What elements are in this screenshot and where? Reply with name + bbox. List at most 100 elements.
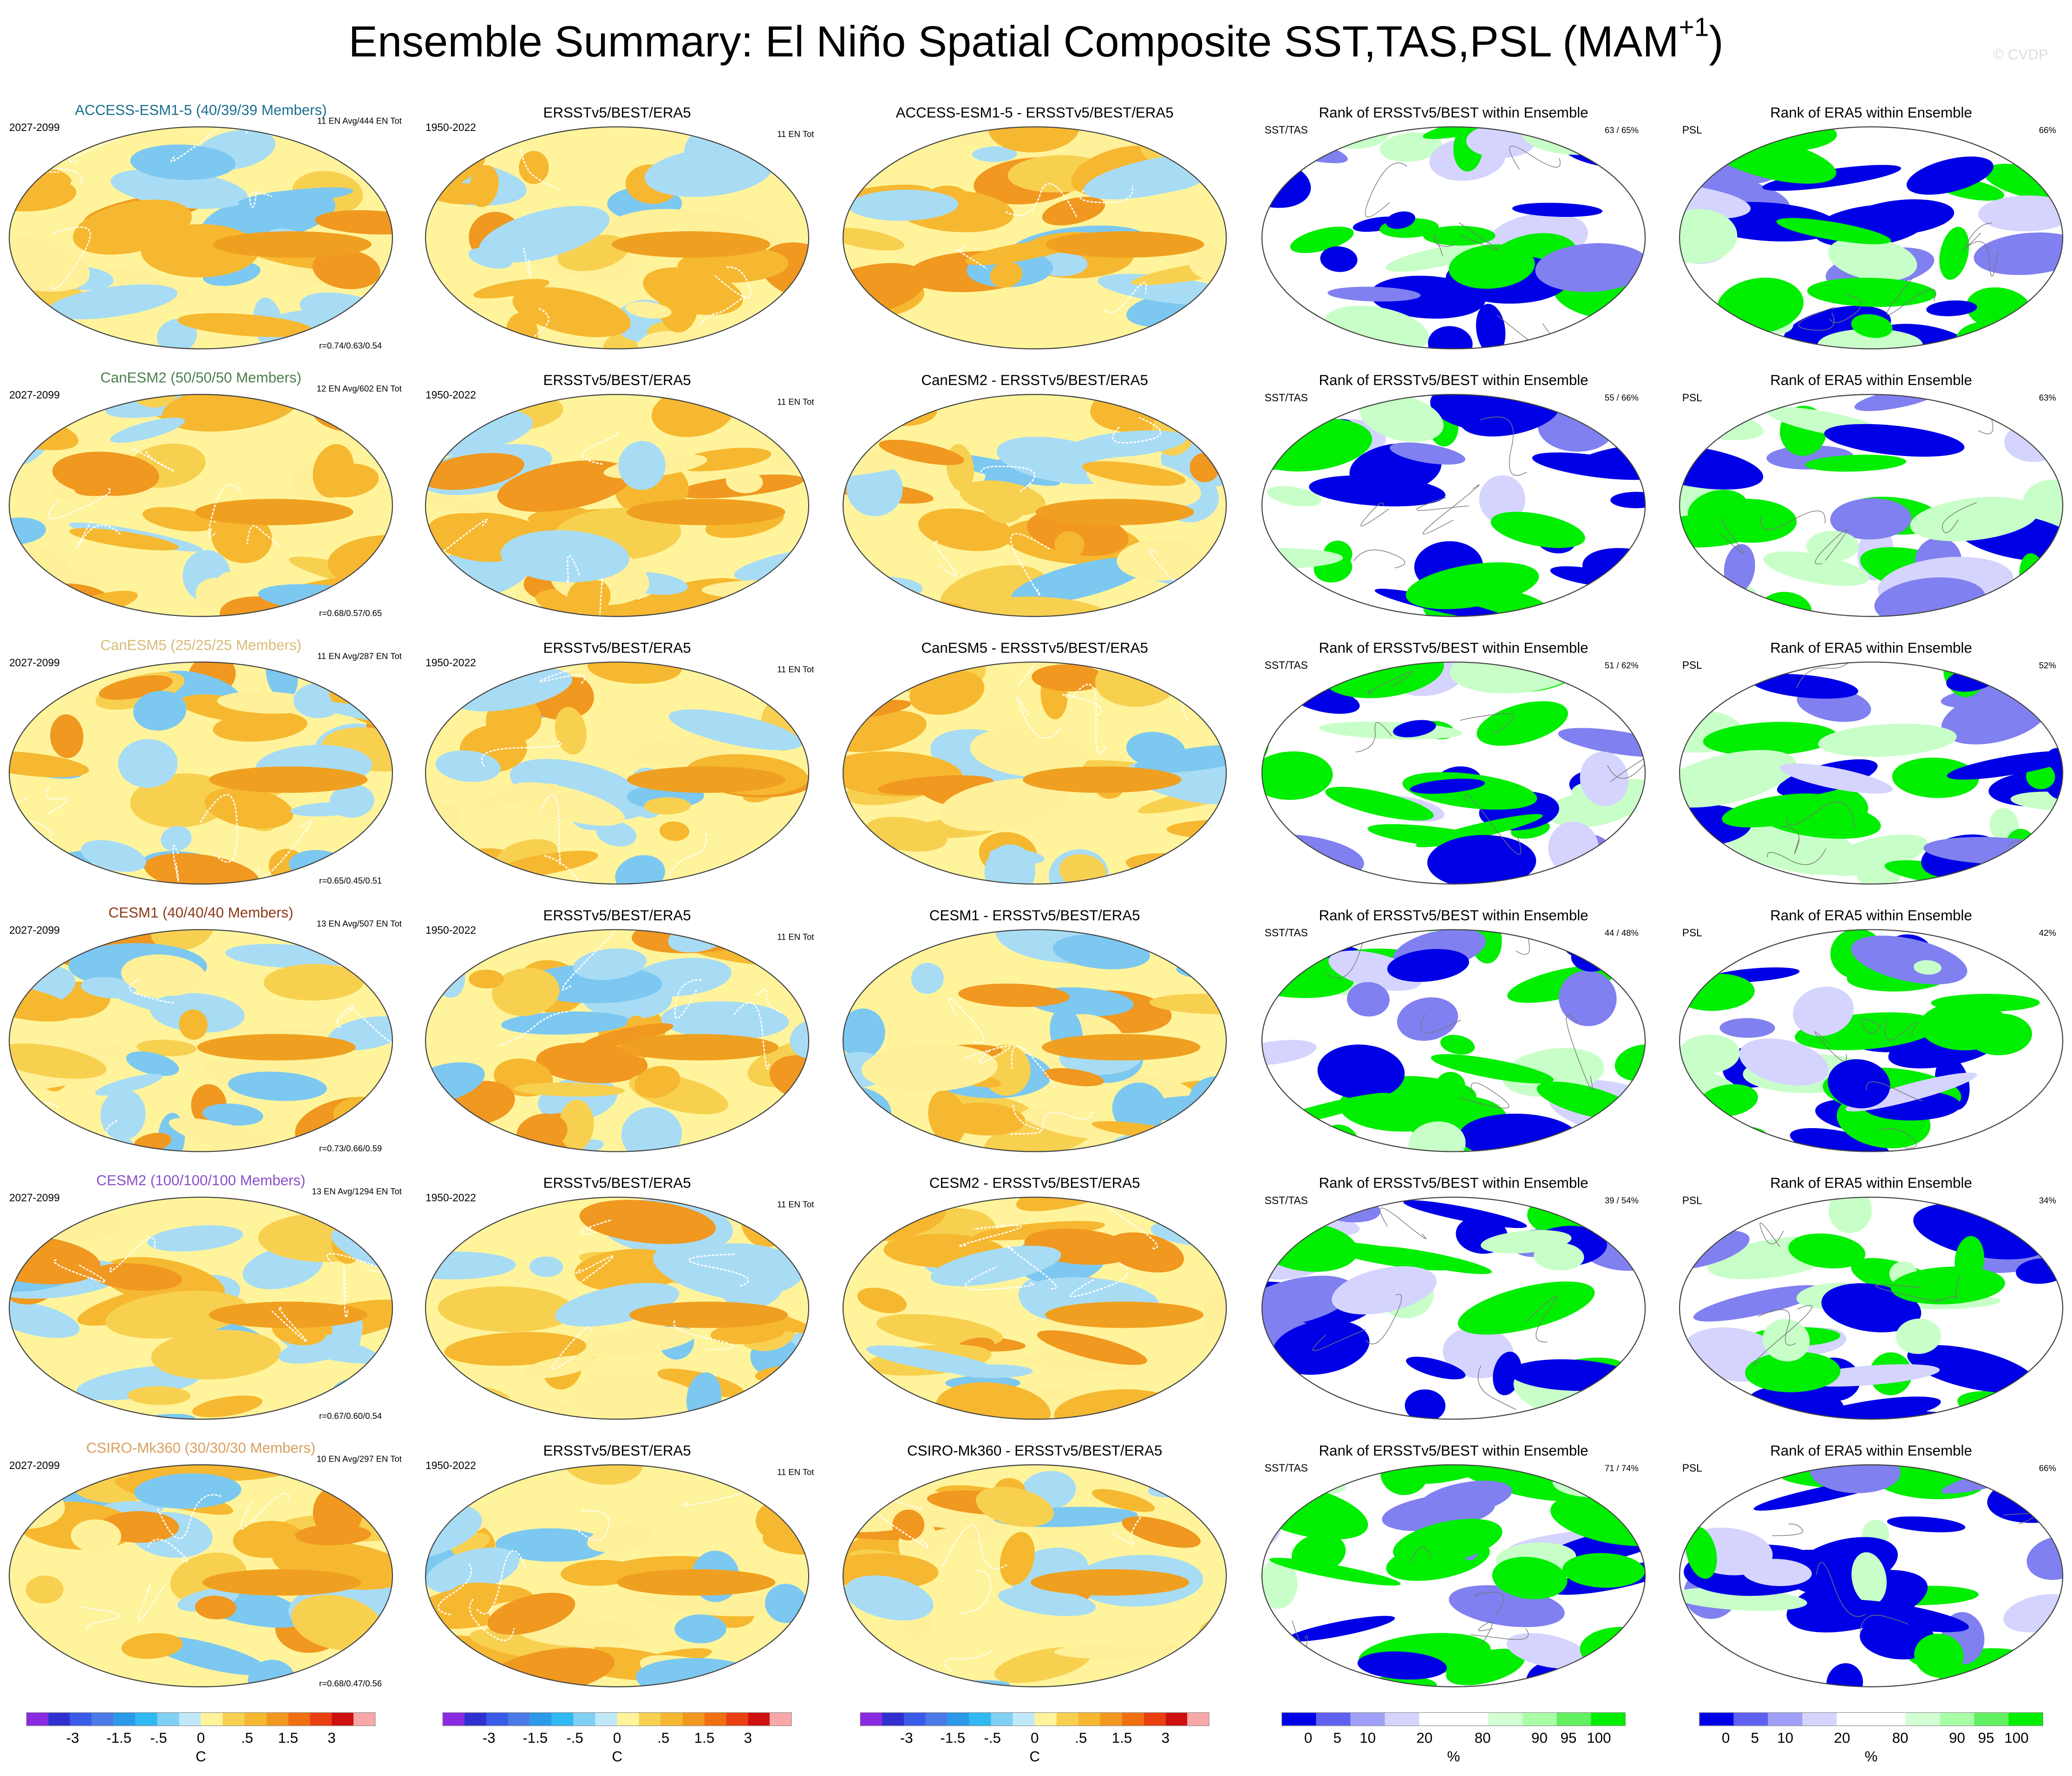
- map-patch: [1397, 997, 1458, 1041]
- coastline: [1460, 713, 1514, 735]
- map-patch: [846, 461, 903, 516]
- map-field: [425, 662, 809, 884]
- colorbar-tick-label: 3: [327, 1730, 335, 1746]
- coastline: [200, 794, 238, 863]
- pattern-correlation: r=0.74/0.63/0.54: [319, 340, 382, 350]
- colorbar-box: [1556, 1712, 1591, 1726]
- psl-percent: 63%: [2039, 393, 2056, 403]
- map: [425, 661, 810, 885]
- colorbar-box: [1768, 1712, 1803, 1726]
- rank-label: SST/TAS: [1265, 124, 1308, 136]
- map-patch: [1427, 835, 1536, 884]
- coastline: [498, 1011, 568, 1047]
- obs-period: 1950-2022: [425, 656, 476, 668]
- map-field: [1680, 127, 2063, 349]
- map-patch: [1680, 750, 1797, 808]
- colorbar-box: [726, 1712, 748, 1726]
- map-patch: [790, 1020, 809, 1059]
- map-patch: [1410, 778, 1485, 794]
- map-patch: [1188, 247, 1227, 283]
- member-counts: 11 EN Avg/287 EN Tot: [317, 651, 402, 661]
- map-border: [1679, 126, 2064, 350]
- coastline: [944, 1650, 993, 1672]
- map-patch: [519, 150, 549, 184]
- map-patch: [892, 1509, 925, 1541]
- map-patch: [965, 240, 1069, 265]
- coastline: [1759, 1222, 1784, 1247]
- coastline: [566, 555, 581, 584]
- map-patch: [177, 313, 313, 337]
- title-sup: +1: [1679, 13, 1709, 42]
- coastline: [1356, 722, 1392, 752]
- map-patch: [998, 1587, 1096, 1616]
- map-patch: [1512, 202, 1603, 217]
- map-patch: [1423, 127, 1558, 139]
- map-patch: [561, 1560, 638, 1586]
- colorbar-tick-label: 95: [1978, 1730, 1994, 1746]
- map-patch: [1818, 724, 1957, 757]
- coastline: [1786, 801, 1855, 829]
- coastline: [1758, 1309, 1796, 1346]
- map-patch: [217, 691, 318, 714]
- psl-title: Rank of ERA5 within Ensemble: [1770, 907, 1972, 923]
- rank-label: SST/TAS: [1265, 392, 1308, 404]
- map-patch: [1440, 1035, 1475, 1055]
- map-patch: [202, 1103, 263, 1126]
- rank-percent: 51 / 62%: [1605, 660, 1639, 670]
- colorbar-box: [551, 1712, 574, 1726]
- map-patch: [1847, 199, 1954, 235]
- colorbar-box: [222, 1712, 245, 1726]
- member-counts: 13 EN Avg/1294 EN Tot: [312, 1186, 402, 1196]
- coastline: [699, 295, 746, 326]
- obs-period: 1950-2022: [425, 1459, 476, 1471]
- coastline: [523, 247, 531, 277]
- coastline: [1011, 1045, 1055, 1089]
- map-border: [1679, 394, 2064, 617]
- colorbar-box: [332, 1712, 354, 1726]
- coastline: [942, 1524, 1007, 1569]
- coastline: [1379, 1208, 1426, 1239]
- map-patch: [1939, 227, 1969, 280]
- map-patch: [582, 1023, 673, 1048]
- coastline: [1416, 497, 1469, 511]
- map-patch: [1790, 1128, 1890, 1152]
- map-patch: [559, 1099, 594, 1150]
- map-patch: [569, 1374, 706, 1419]
- map-patch: [213, 711, 307, 742]
- map-patch: [1387, 949, 1469, 982]
- map-patch: [50, 714, 84, 758]
- colorbar-box: [682, 1712, 705, 1726]
- map-patch: [228, 1071, 327, 1101]
- colorbar-box: [443, 1712, 465, 1726]
- map-patch: [1686, 1526, 1717, 1579]
- coastline: [960, 1569, 992, 1614]
- coastline: [1753, 1305, 1812, 1365]
- map-patch: [1269, 1558, 1401, 1586]
- coastline: [1423, 484, 1480, 535]
- map-patch: [425, 453, 524, 490]
- map-patch: [844, 1575, 934, 1621]
- obs-count: 11 EN Tot: [777, 397, 814, 406]
- map-patch: [1390, 442, 1465, 465]
- colorbar-box: [882, 1712, 904, 1726]
- map-border: [1679, 1196, 2064, 1420]
- colorbar-tick-label: 0: [1722, 1730, 1730, 1746]
- map-patch: [1851, 1552, 1887, 1605]
- map-patch: [1810, 1464, 1901, 1494]
- map-patch: [625, 301, 672, 319]
- model-period: 2027-2099: [9, 1192, 60, 1204]
- map-patch: [674, 1614, 726, 1644]
- warm-core: [197, 1034, 356, 1061]
- map-patch: [1477, 701, 1568, 746]
- colorbar-box: [1385, 1712, 1419, 1726]
- coastline: [1526, 1295, 1558, 1343]
- map-patch: [975, 1487, 1054, 1527]
- map-patch: [151, 1330, 281, 1380]
- coastline: [1111, 1516, 1142, 1546]
- psl-title: Rank of ERA5 within Ensemble: [1770, 640, 1972, 656]
- map-patch: [1317, 1045, 1405, 1100]
- map-patch: [1947, 751, 2063, 780]
- coastline: [76, 521, 121, 548]
- member-counts: 10 EN Avg/297 EN Tot: [317, 1454, 402, 1463]
- colorbar-box: [748, 1712, 770, 1726]
